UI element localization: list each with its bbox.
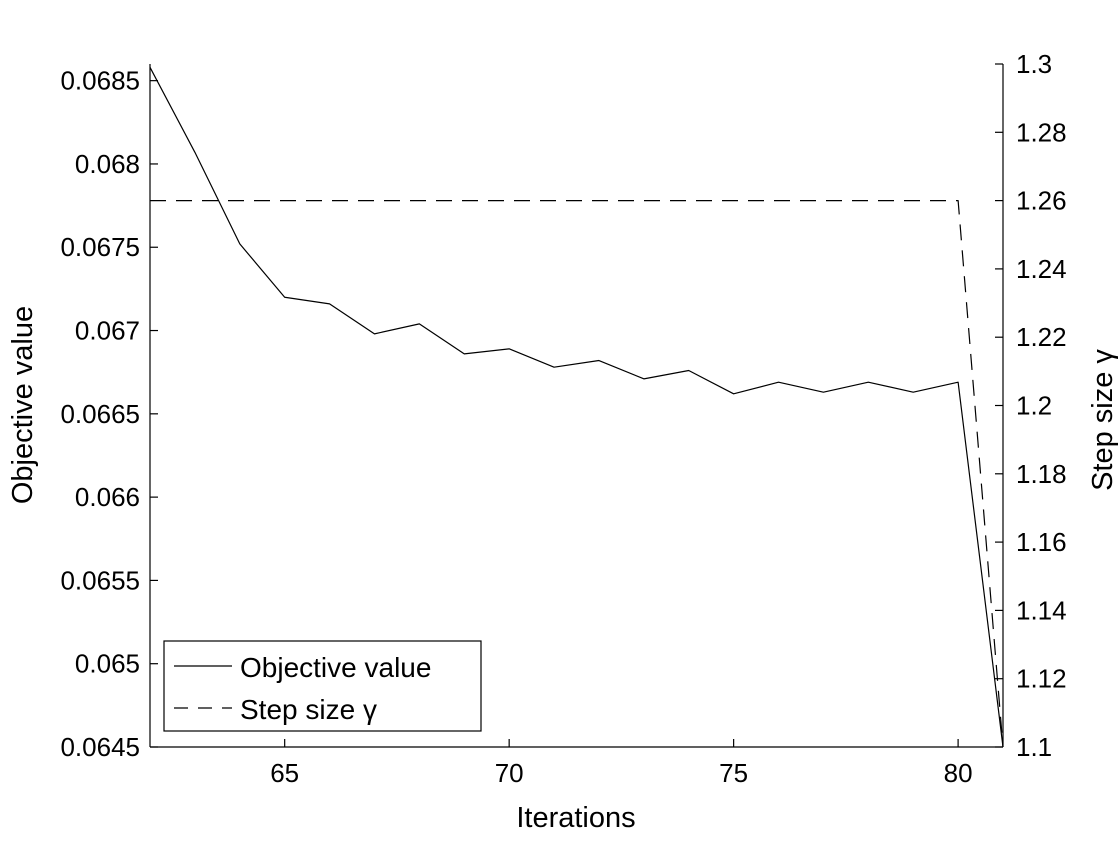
x-tick-label: 80	[944, 758, 973, 788]
x-tick-label: 65	[270, 758, 299, 788]
series-layer	[149, 67, 1004, 748]
legend: Objective value Step size γ	[163, 640, 482, 732]
y-left-tick-label: 0.068	[75, 149, 140, 179]
series-line-step-size	[150, 200, 1004, 748]
y-right-tick-label: 1.3	[1016, 49, 1052, 79]
plot-area	[150, 64, 1003, 747]
y-left-tick-label: 0.067	[75, 316, 140, 346]
y-right-tick-label: 1.22	[1016, 322, 1067, 352]
y-right-tick-label: 1.2	[1016, 391, 1052, 421]
y-right-tick-label: 1.16	[1016, 527, 1067, 557]
y-left-tick-label: 0.0685	[60, 66, 140, 96]
legend-label-objective: Objective value	[240, 652, 431, 683]
y-right-tick-label: 1.26	[1016, 186, 1067, 216]
legend-label-step-size: Step size γ	[240, 694, 377, 725]
y-left-tick-label: 0.066	[75, 482, 140, 512]
x-tick-label: 70	[495, 758, 524, 788]
y-right-tick-label: 1.1	[1016, 732, 1052, 762]
y-right-tick-label: 1.12	[1016, 664, 1067, 694]
legend-box	[163, 640, 482, 732]
y-axis-title-left: Objective value	[7, 306, 39, 504]
x-axis-title: Iterations	[516, 802, 635, 834]
y-left-tick-label: 0.065	[75, 649, 140, 679]
series-line-objective-value	[149, 67, 1004, 748]
y-left-tick-label: 0.0655	[60, 565, 140, 595]
y-left-tick-label: 0.0665	[60, 399, 140, 429]
y-right-tick-label: 1.28	[1016, 117, 1067, 147]
ticks-layer: 65 70 75 80 0.0645 0.065 0.0655 0.066 0.0665 0.06…	[60, 49, 1066, 788]
y-left-tick-label: 0.0645	[60, 732, 140, 762]
y-left-tick-label: 0.0675	[60, 232, 140, 262]
y-right-tick-label: 1.24	[1016, 254, 1067, 284]
y-right-tick-label: 1.18	[1016, 459, 1067, 489]
x-tick-label: 75	[719, 758, 748, 788]
y-right-tick-label: 1.14	[1016, 595, 1067, 625]
y-axis-title-right: Step size γ	[1087, 349, 1119, 491]
